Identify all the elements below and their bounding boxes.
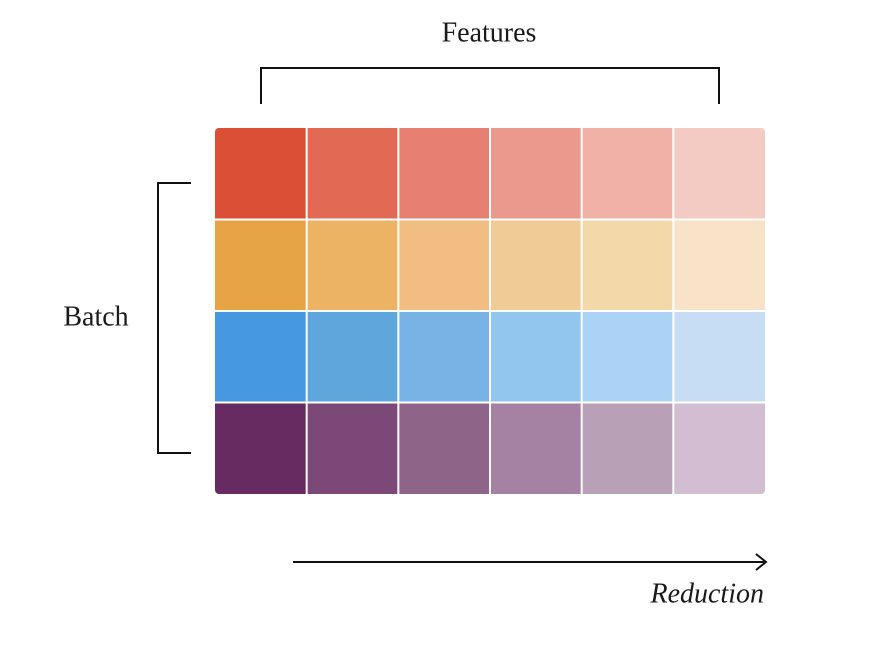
features-label: Features	[442, 17, 537, 48]
cell	[674, 403, 765, 494]
cell	[307, 220, 398, 310]
cell	[215, 220, 306, 310]
cell	[674, 128, 765, 219]
reduction-arrow-head	[755, 553, 768, 571]
cell	[215, 312, 306, 402]
cell	[491, 312, 581, 402]
batch-label: Batch	[63, 301, 128, 332]
cell	[307, 403, 398, 494]
cell	[491, 128, 581, 219]
cell-grid	[215, 128, 765, 494]
cell	[307, 312, 398, 402]
cell	[399, 128, 489, 219]
reduction-label: Reduction	[649, 578, 764, 609]
cell	[582, 220, 673, 310]
batch-bracket	[157, 182, 191, 454]
cell	[307, 128, 398, 219]
cell	[582, 312, 673, 402]
cell	[491, 220, 581, 310]
cell	[215, 128, 306, 219]
cell	[582, 128, 673, 219]
cell	[399, 312, 489, 402]
cell	[674, 220, 765, 310]
cell	[215, 403, 306, 494]
cell	[399, 403, 489, 494]
cell	[491, 403, 581, 494]
features-bracket	[260, 67, 720, 104]
cell	[399, 220, 489, 310]
cell	[582, 403, 673, 494]
cell	[674, 312, 765, 402]
